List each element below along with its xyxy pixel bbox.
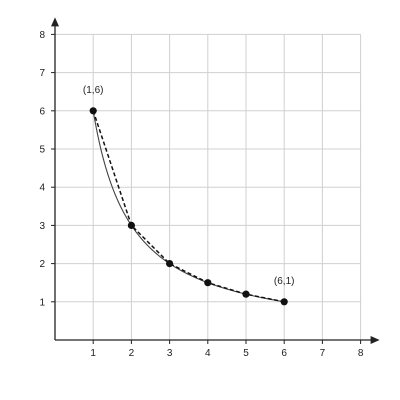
x-tick-label: 4 bbox=[205, 348, 211, 359]
data-point bbox=[242, 290, 250, 298]
series-layer bbox=[92, 110, 285, 303]
y-tick-label: 6 bbox=[39, 106, 45, 117]
tick-labels: 1 2 3 4 5 6 7 8 1 2 3 4 5 6 7 8 bbox=[39, 30, 363, 359]
x-tick-label: 2 bbox=[129, 348, 135, 359]
data-point bbox=[280, 298, 288, 306]
grid-lines bbox=[55, 33, 362, 340]
y-tick-label: 1 bbox=[39, 297, 45, 308]
x-tick-label: 8 bbox=[358, 348, 364, 359]
points-layer bbox=[89, 107, 288, 306]
data-point bbox=[89, 107, 97, 115]
x-tick-label: 5 bbox=[243, 348, 249, 359]
y-tick-label: 5 bbox=[39, 145, 45, 156]
annotations: (1,6) (6,1) bbox=[83, 85, 295, 287]
point-annotation: (1,6) bbox=[83, 85, 104, 96]
y-tick-label: 8 bbox=[39, 30, 45, 41]
x-tick-label: 3 bbox=[167, 348, 173, 359]
y-axis-arrow-icon bbox=[51, 17, 59, 27]
y-tick-label: 4 bbox=[39, 183, 45, 194]
y-tick-label: 3 bbox=[39, 221, 45, 232]
x-tick-label: 7 bbox=[320, 348, 326, 359]
data-point bbox=[204, 279, 212, 287]
series-line bbox=[92, 110, 285, 303]
y-tick-label: 2 bbox=[39, 259, 45, 270]
x-tick-label: 1 bbox=[90, 348, 96, 359]
y-tick-label: 7 bbox=[39, 68, 45, 79]
data-point bbox=[166, 260, 174, 268]
x-tick-label: 6 bbox=[281, 348, 287, 359]
point-annotation: (6,1) bbox=[274, 276, 295, 287]
x-axis-arrow-icon bbox=[370, 336, 380, 344]
axes bbox=[51, 17, 380, 344]
data-point bbox=[127, 221, 135, 229]
